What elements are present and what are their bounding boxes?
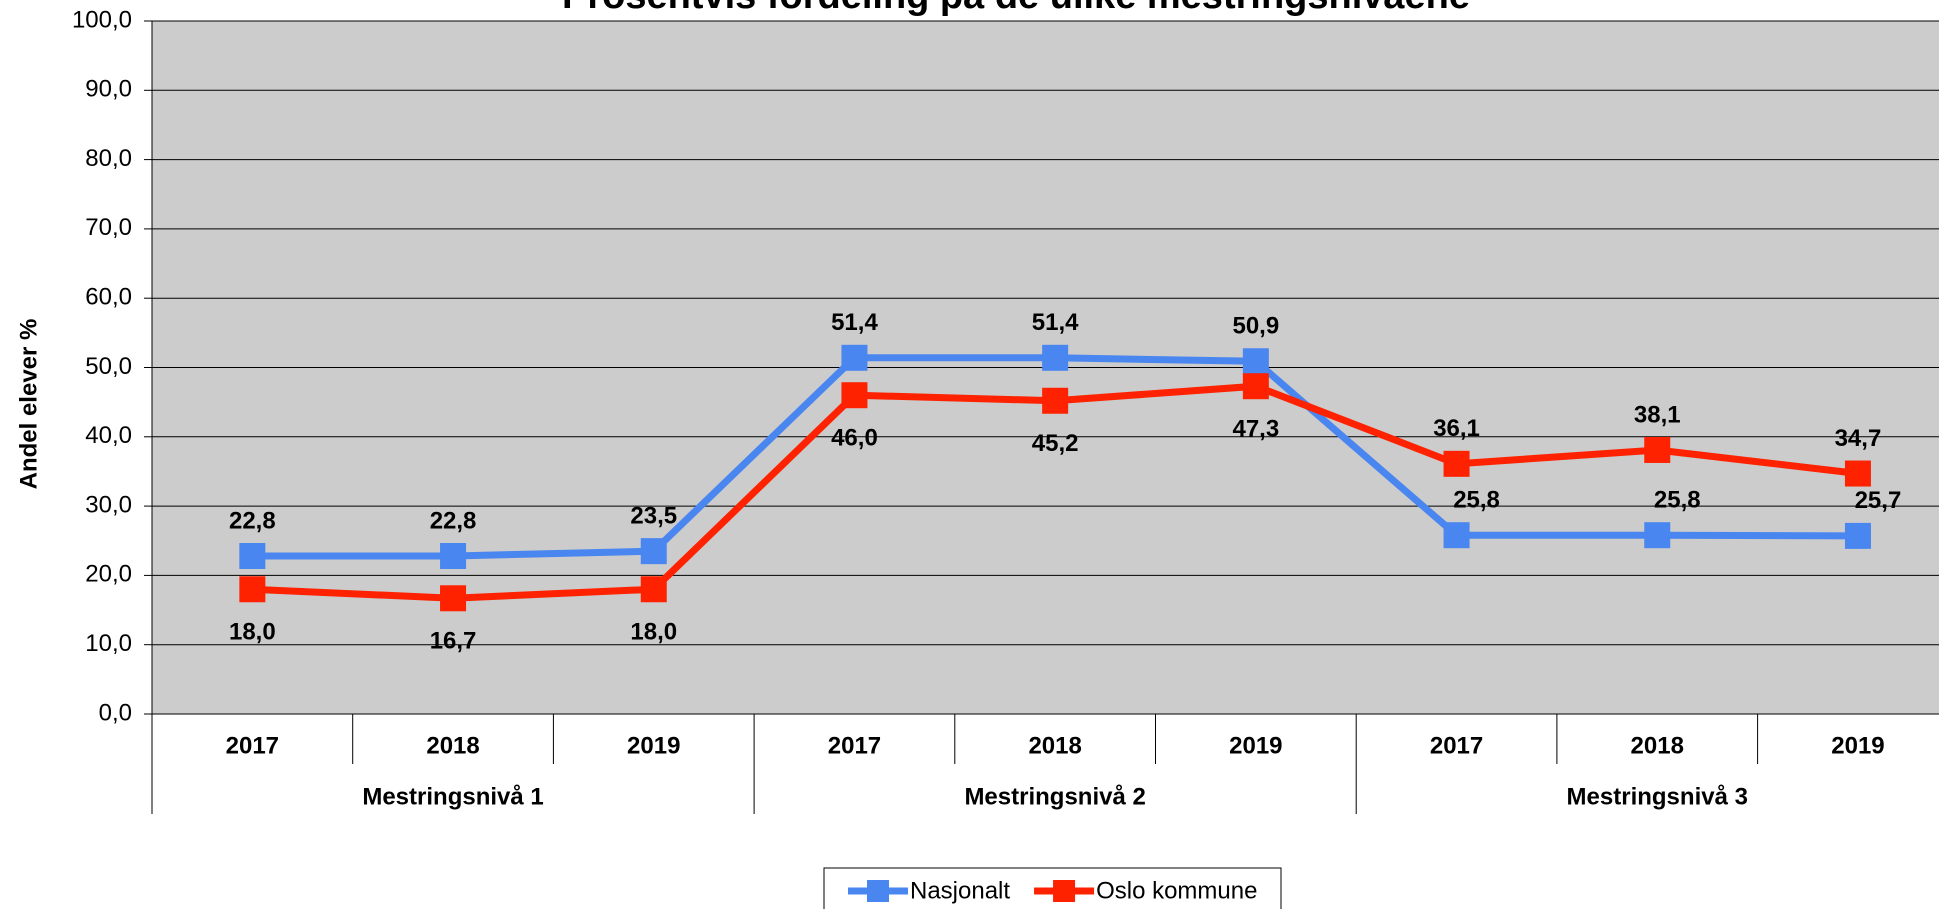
data-label: 16,7 [430,628,477,655]
x-tick-label: 2019 [1831,732,1884,759]
y-tick-label: 100,0 [72,6,132,33]
marker [239,542,266,569]
data-label: 18,0 [630,619,677,646]
marker [1042,344,1069,371]
data-label: 34,7 [1835,425,1882,452]
data-label: 46,0 [831,425,878,452]
x-tick-label: 2018 [1028,732,1081,759]
marker [239,576,266,603]
data-label: 25,7 [1855,487,1902,514]
marker [440,585,467,612]
data-label: 47,3 [1232,416,1279,443]
data-label: 18,0 [229,619,276,646]
data-label: 51,4 [831,309,878,336]
group-label: Mestringsnivå 2 [964,783,1145,810]
legend-label: Oslo kommune [1096,877,1257,904]
data-label: 23,5 [630,502,677,529]
legend-label: Nasjonalt [910,877,1010,904]
data-label: 45,2 [1032,430,1079,457]
data-label: 25,8 [1654,487,1701,514]
marker [640,576,667,603]
marker [1443,522,1470,549]
marker [1844,460,1871,487]
x-tick-label: 2018 [1631,732,1684,759]
y-tick-label: 0,0 [99,699,132,726]
y-tick-label: 60,0 [85,284,132,311]
marker [841,382,868,409]
y-tick-label: 80,0 [85,145,132,172]
x-tick-label: 2019 [1229,732,1282,759]
marker [1443,450,1470,477]
legend-marker [867,880,889,902]
data-label: 36,1 [1433,415,1480,442]
marker [1644,436,1671,463]
marker [1844,522,1871,549]
y-tick-label: 20,0 [85,561,132,588]
y-tick-label: 40,0 [85,422,132,449]
y-tick-label: 30,0 [85,491,132,518]
marker [841,344,868,371]
y-tick-label: 50,0 [85,353,132,380]
y-tick-label: 70,0 [85,214,132,241]
x-tick-label: 2017 [226,732,279,759]
group-label: Mestringsnivå 3 [1567,783,1748,810]
legend-marker [1053,880,1076,902]
x-tick-label: 2018 [426,732,479,759]
data-label: 38,1 [1634,401,1681,428]
marker [440,542,467,569]
data-label: 22,8 [229,507,276,534]
marker [1242,373,1269,400]
marker [1042,387,1069,414]
data-label: 22,8 [430,507,477,534]
x-tick-label: 2017 [828,732,881,759]
marker [640,538,667,565]
marker [1242,348,1269,375]
y-tick-label: 90,0 [85,76,132,103]
group-label: Mestringsnivå 1 [362,783,543,810]
y-tick-label: 10,0 [85,630,132,657]
y-axis-label: Andel elever % [15,319,42,490]
data-label: 25,8 [1453,487,1500,514]
data-label: 51,4 [1032,309,1079,336]
x-tick-label: 2019 [627,732,680,759]
marker [1644,522,1671,549]
data-label: 50,9 [1232,313,1279,340]
chart-title: Prosentvis fordeling på de ulike mestrin… [562,0,1470,17]
x-tick-label: 2017 [1430,732,1483,759]
